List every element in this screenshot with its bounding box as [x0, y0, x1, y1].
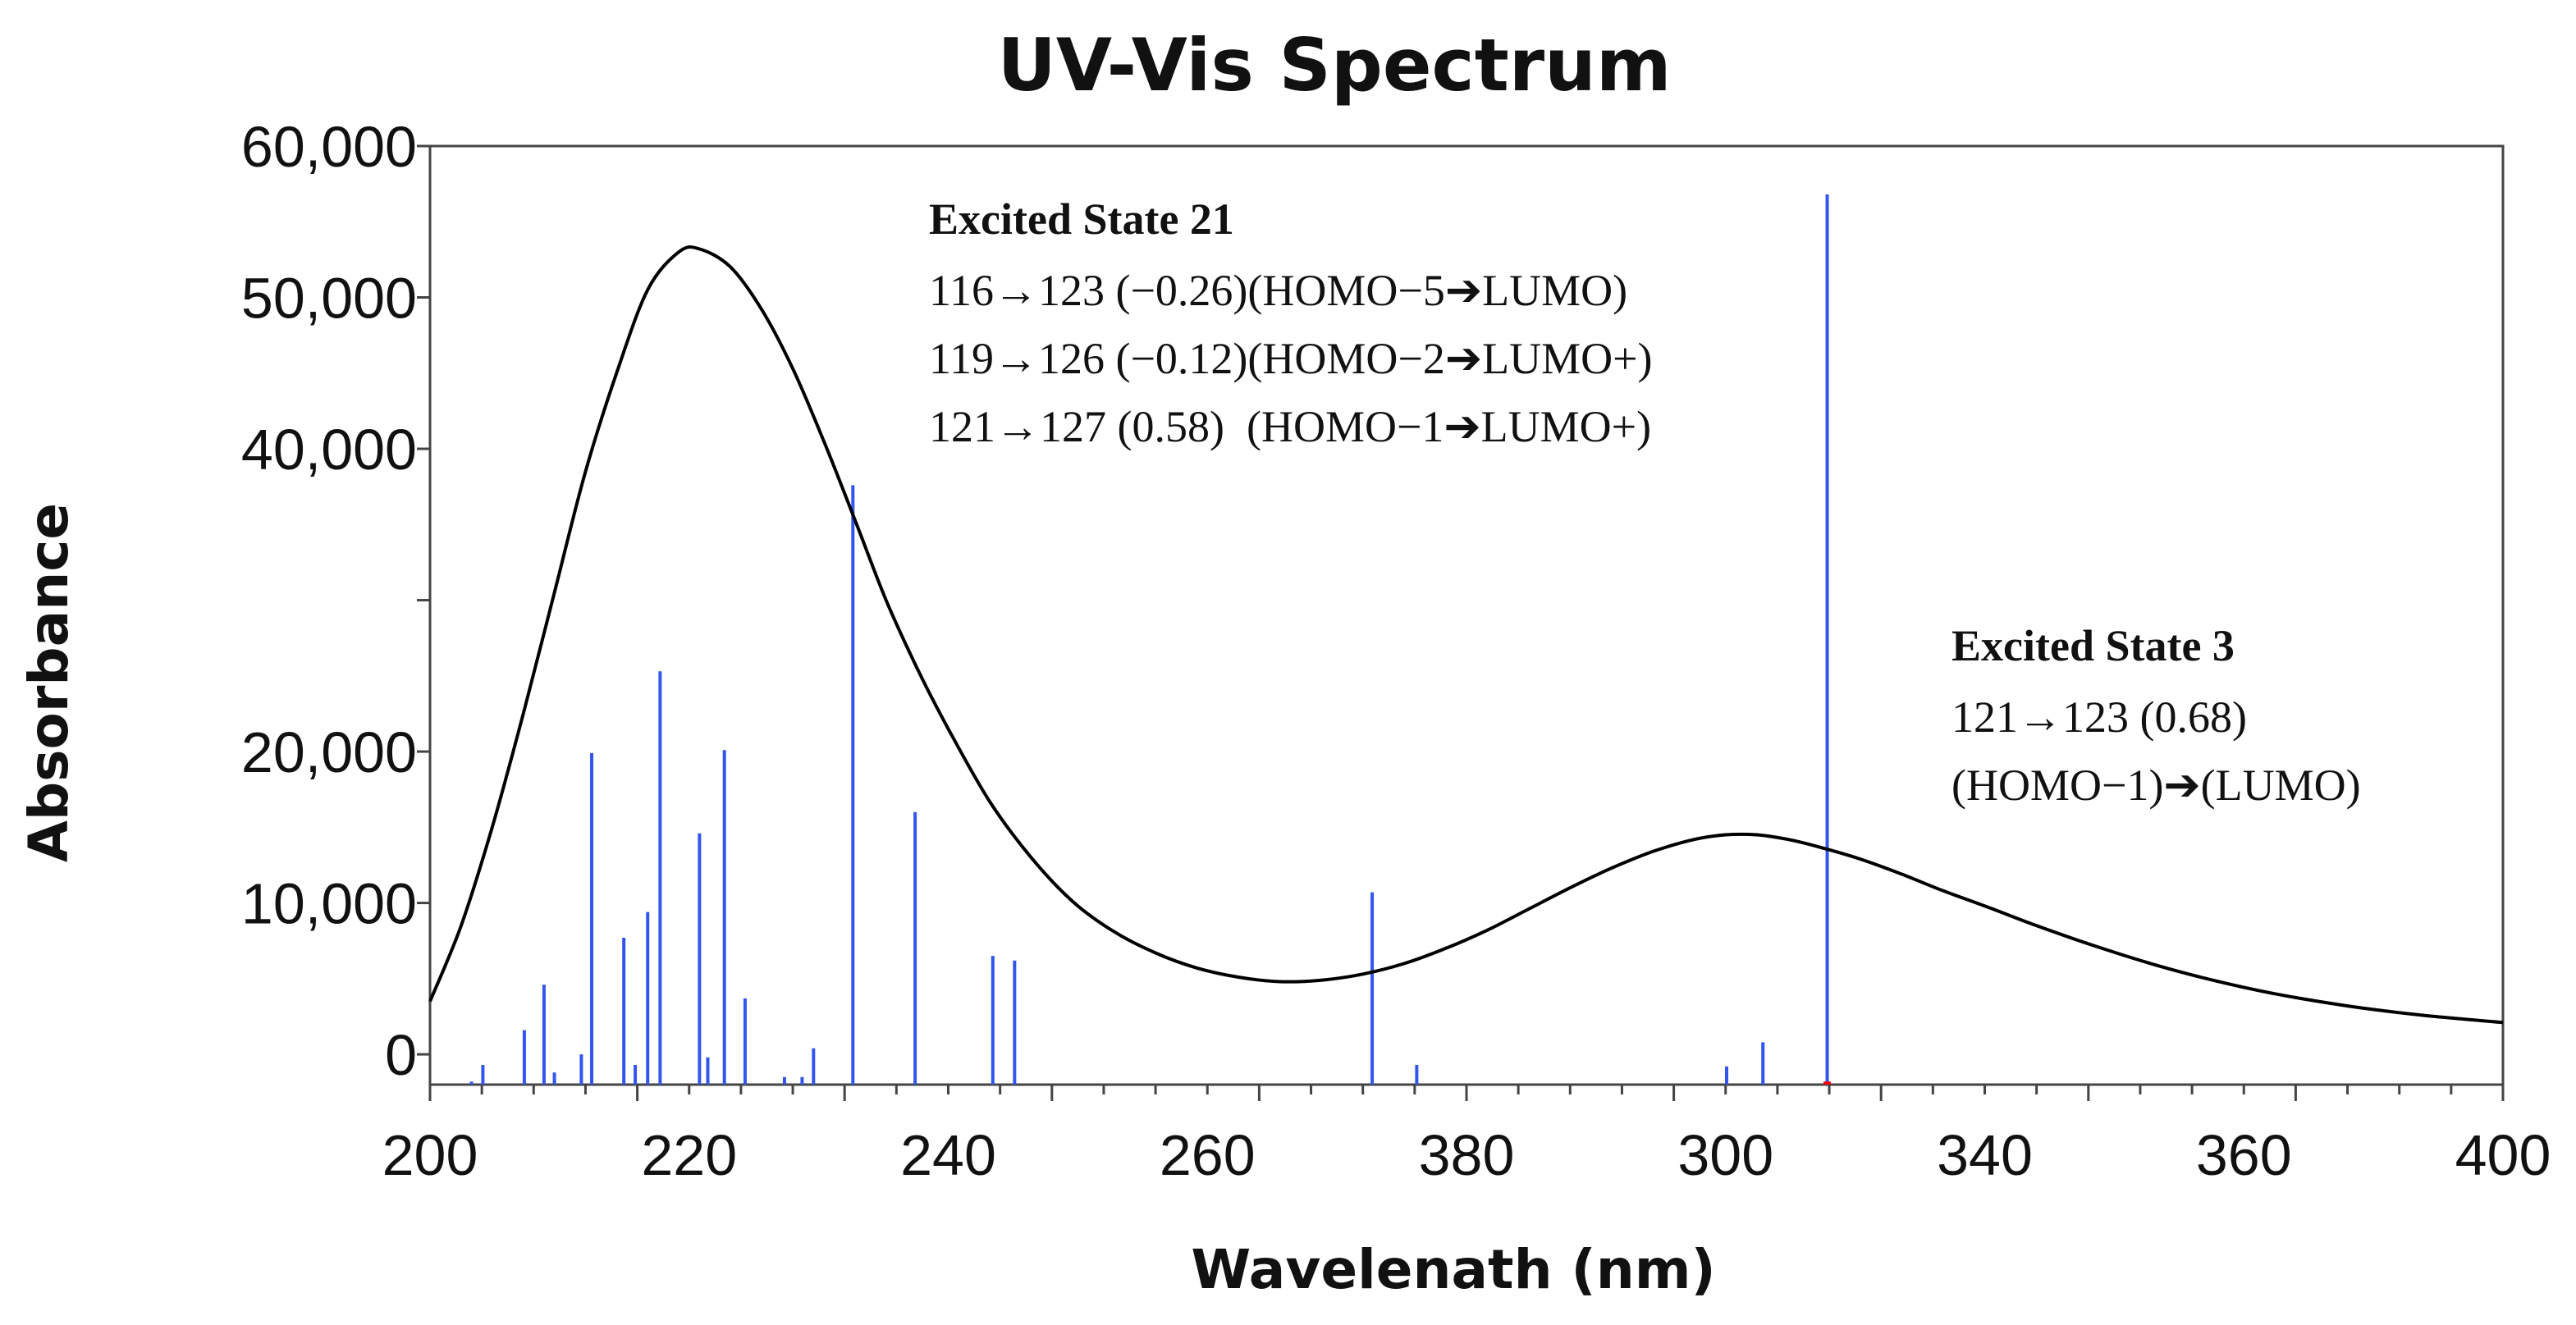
annotation-line: (HOMO−1)➔(LUMO) [1951, 761, 2361, 810]
y-tick-label: 60,000 [241, 115, 417, 179]
x-tick-label: 260 [1160, 1123, 1256, 1187]
x-tick-label: 360 [2196, 1123, 2292, 1187]
y-axis-label: Absorbance [17, 503, 80, 862]
annotation-heading: Excited State 3 [1951, 621, 2235, 670]
y-tick-label: 20,000 [241, 720, 417, 784]
annotation-line: 119→126 (−0.12)(HOMO−2➔LUMO+) [929, 334, 1653, 383]
chart-title: UV-Vis Spectrum [997, 23, 1671, 107]
annotation-excited-state-3: Excited State 3 121→123 (0.68) (HOMO−1)➔… [1951, 621, 2361, 810]
y-tick-label: 50,000 [241, 267, 417, 331]
stick-series [469, 194, 1829, 1085]
annotation-line: 121→127 (0.58) (HOMO−1➔LUMO+) [929, 402, 1651, 451]
annotation-excited-state-21: Excited State 21 116→123 (−0.26)(HOMO−5➔… [929, 194, 1653, 451]
axis-ticks: 200 220 240 260 380 300 340 360 400 0 10,000 20,000… [241, 115, 2551, 1187]
x-tick-label: 220 [641, 1123, 737, 1187]
annotation-line: 116→123 (−0.26)(HOMO−5➔LUMO) [929, 266, 1627, 315]
annotation-heading: Excited State 21 [929, 194, 1234, 244]
y-tick-label: 40,000 [241, 418, 417, 482]
x-tick-label: 380 [1419, 1123, 1515, 1187]
y-tick-label: 0 [385, 1023, 417, 1087]
y-tick-label: 10,000 [241, 872, 417, 936]
annotation-line: 121→123 (0.68) [1951, 692, 2247, 742]
x-tick-label: 200 [382, 1123, 478, 1187]
x-tick-label: 240 [900, 1123, 996, 1187]
x-tick-label: 340 [1937, 1123, 2033, 1187]
envelope-series [428, 245, 2504, 1025]
envelope-line [428, 245, 2504, 1025]
x-tick-label: 300 [1677, 1123, 1773, 1187]
x-tick-label: 400 [2455, 1123, 2551, 1187]
x-axis-label: Wavelenath (nm) [1191, 1238, 1715, 1301]
